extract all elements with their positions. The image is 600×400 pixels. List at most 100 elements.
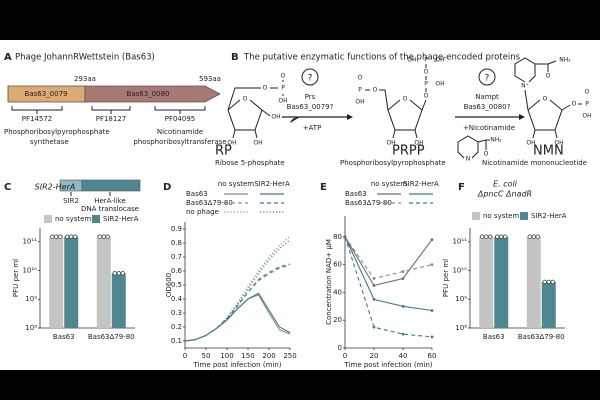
x-tick-label: Bas63 <box>483 333 505 341</box>
y-tick-label: 0.6 <box>171 267 183 275</box>
chart-title: SIR2-HerA <box>35 183 76 192</box>
replicate-dot <box>50 234 55 239</box>
atom-label: O <box>484 151 489 158</box>
atom-label: O <box>424 69 429 76</box>
legend-column: SIR2-HerA <box>403 180 439 188</box>
data-point <box>430 309 434 312</box>
y-tick-label: 10¹⁰ <box>452 266 467 274</box>
data-point <box>401 332 405 336</box>
arrow-head <box>290 114 525 123</box>
y-tick-label: 20 <box>333 316 342 324</box>
replicate-dot <box>105 234 110 239</box>
y-tick-label: 0.2 <box>171 323 182 331</box>
data-line <box>344 236 433 312</box>
data-point <box>372 284 376 287</box>
candidate: Bas63_0079? <box>287 103 334 111</box>
y-tick-label: 10¹¹ <box>22 238 37 246</box>
legend-swatch <box>44 215 52 223</box>
y-tick-label: 10¹¹ <box>452 238 467 246</box>
y-axis-label: PFU per ml <box>12 259 20 297</box>
atom-label: OH <box>414 140 423 147</box>
atom-label: OH <box>435 57 444 64</box>
atom-label: O <box>546 73 551 80</box>
enzyme: Prs <box>305 93 316 101</box>
atom-label: N⁺ <box>521 83 529 90</box>
replicate-dot <box>112 271 117 276</box>
legend-label: SIR2-HerA <box>103 215 139 223</box>
legend-column: SIR2-HerA <box>254 180 290 188</box>
chart-title: E. coli <box>493 180 518 189</box>
bar <box>111 273 126 328</box>
annotation: Nicotinamide <box>157 128 203 136</box>
question-circle <box>478 68 496 86</box>
x-tick-label: 0 <box>343 352 347 360</box>
replicate-dot <box>73 234 78 239</box>
gene-label: DNA translocase <box>81 205 139 213</box>
legend-column: no system <box>218 180 254 188</box>
bar <box>526 236 541 328</box>
atom-label: P <box>358 87 362 94</box>
atom-label: OH <box>278 98 287 105</box>
legend-swatch <box>520 212 528 220</box>
atom-label: O <box>263 85 268 92</box>
gene-label: Bas63_0080 <box>127 90 170 98</box>
x-tick-label: 40 <box>399 352 408 360</box>
replicate-dot <box>69 234 74 239</box>
legend-label: no system <box>55 215 91 223</box>
molecule-bonds <box>457 135 490 159</box>
molecule-abbr: PRPP <box>392 144 425 159</box>
x-tick-label: 0 <box>183 352 187 360</box>
atom-label: NH₂ <box>559 57 571 64</box>
replicate-dot <box>495 234 500 239</box>
y-axis-label: Concentration NAD+ µM <box>325 239 333 325</box>
x-tick-label: 100 <box>220 352 233 360</box>
atom-label: P <box>281 85 285 92</box>
bar <box>541 281 556 328</box>
y-tick-label: 10⁸ <box>455 324 467 332</box>
atom-label: O <box>243 96 248 103</box>
atom-label: P <box>424 57 428 64</box>
data-point <box>372 325 376 329</box>
bar <box>494 236 509 328</box>
question-circle <box>301 68 319 86</box>
gene-pointer <box>70 192 111 196</box>
bar <box>64 236 79 328</box>
annotation: phosphoribosyltransferase <box>133 138 226 146</box>
replicate-dot <box>101 234 106 239</box>
replicate-dot <box>65 234 70 239</box>
data-point <box>401 277 405 280</box>
length-label: 293aa <box>74 75 96 83</box>
y-tick-label: 0.7 <box>171 253 182 261</box>
data-line <box>184 292 291 342</box>
atom-label: OH <box>253 140 262 147</box>
replicate-dot <box>480 234 485 239</box>
molecule-bonds <box>365 64 427 139</box>
replicate-dot <box>499 234 504 239</box>
legend-swatch <box>92 215 100 223</box>
x-tick-label: 50 <box>202 352 211 360</box>
legend-column: no system <box>371 180 407 188</box>
data-point <box>401 304 405 308</box>
replicate-dot <box>550 279 555 285</box>
molecule-name: Phosphoribosylpyrophosphate <box>340 159 446 167</box>
molecule-name: Ribose 5-phosphate <box>215 159 285 167</box>
data-point <box>401 270 405 273</box>
domain-label: PF14572 <box>22 115 53 123</box>
chart-subtitle: ΔpncC ΔnadR <box>477 190 532 199</box>
replicate-dot <box>531 234 536 239</box>
bar <box>49 236 64 328</box>
replicate-dot <box>120 271 125 276</box>
atom-label: OH <box>386 140 395 147</box>
x-axis-label: Time post infection (min) <box>344 361 433 369</box>
cosubstrate: +Nicotinamide <box>463 124 515 132</box>
question-mark: ? <box>308 74 313 84</box>
atom-label: O <box>281 73 286 80</box>
replicate-dot <box>503 234 508 239</box>
panel-label: D <box>163 182 171 193</box>
atom-label: O <box>572 101 577 108</box>
atom-label: OH <box>526 140 535 147</box>
replicate-dot <box>54 234 59 239</box>
atom-label: O <box>403 96 408 103</box>
legend-label: SIR2-HerA <box>531 212 567 220</box>
